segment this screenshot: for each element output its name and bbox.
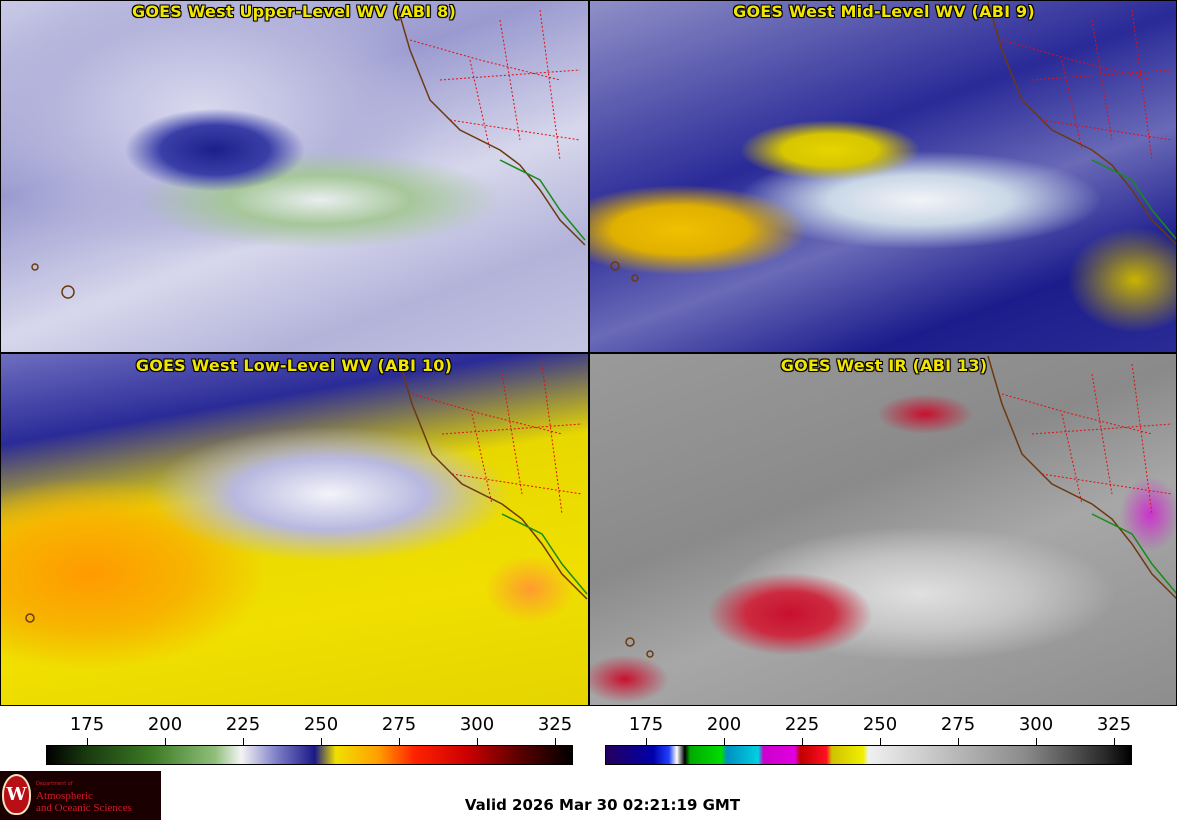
ir-tick-mark [880, 738, 881, 745]
wv-tick-mark [165, 738, 166, 745]
upper-level-wv-map-overlay [31, 1, 586, 299]
wv-colorbar [46, 745, 573, 765]
logo-line1: Atmospheric [36, 790, 93, 802]
ir-tick-label: 300 [1018, 714, 1054, 735]
logo-department: Department of [36, 781, 73, 787]
ir-tick-label: 175 [628, 714, 664, 735]
low-level-wv-map-overlay [25, 355, 588, 623]
ir-tick-label: 275 [940, 714, 976, 735]
wv-tick-label: 325 [537, 714, 573, 735]
ir-tick-mark [724, 738, 725, 745]
wv-tick-mark [87, 738, 88, 745]
ir-tick-mark [1114, 738, 1115, 745]
uw-seal-icon: W [2, 774, 31, 815]
wv-tick-label: 200 [147, 714, 183, 735]
ir-tick-mark [646, 738, 647, 745]
valid-time: Valid 2026 Mar 30 02:21:19 GMT [464, 796, 741, 814]
panel-title: GOES West IR (ABI 13) [780, 356, 988, 375]
ir-colorbar-ticks: 175 200 225 250 275 300 325 [605, 714, 1132, 745]
panel-title: GOES West Upper-Level WV (ABI 8) [132, 2, 456, 21]
ir-tick-mark [958, 738, 959, 745]
wv-tick-label: 250 [303, 714, 339, 735]
wv-tick-mark [555, 738, 556, 745]
wv-tick-label: 275 [381, 714, 417, 735]
ir-tick-label: 200 [706, 714, 742, 735]
ir-tick-mark [1036, 738, 1037, 745]
ir-map-overlay [625, 355, 1177, 658]
wv-tick-mark [321, 738, 322, 745]
ir-colorbar [605, 745, 1132, 765]
mid-level-wv-map-overlay [610, 1, 1177, 282]
upper-level-wv-panel: GOES West Upper-Level WV (ABI 8) [0, 0, 588, 352]
panel-title: GOES West Mid-Level WV (ABI 9) [733, 2, 1035, 21]
low-level-wv-panel: GOES West Low-Level WV (ABI 10) [0, 354, 588, 706]
ir-panel: GOES West IR (ABI 13) [590, 354, 1177, 706]
mid-level-wv-panel: GOES West Mid-Level WV (ABI 9) [590, 0, 1177, 352]
ir-tick-mark [802, 738, 803, 745]
logo-line2: and Oceanic Sciences [36, 802, 132, 814]
ir-tick-label: 225 [784, 714, 820, 735]
aos-logo: W Department of Atmospheric and Oceanic … [0, 771, 161, 820]
wv-tick-mark [477, 738, 478, 745]
panel-title: GOES West Low-Level WV (ABI 10) [135, 356, 453, 375]
panel-divider-horizontal [0, 352, 1177, 354]
wv-tick-label: 175 [69, 714, 105, 735]
wv-colorbar-ticks: 175 200 225 250 275 300 325 [46, 714, 573, 745]
wv-tick-label: 300 [459, 714, 495, 735]
wv-tick-mark [243, 738, 244, 745]
wv-tick-mark [399, 738, 400, 745]
ir-tick-label: 250 [862, 714, 898, 735]
wv-tick-label: 225 [225, 714, 261, 735]
ir-tick-label: 325 [1096, 714, 1132, 735]
